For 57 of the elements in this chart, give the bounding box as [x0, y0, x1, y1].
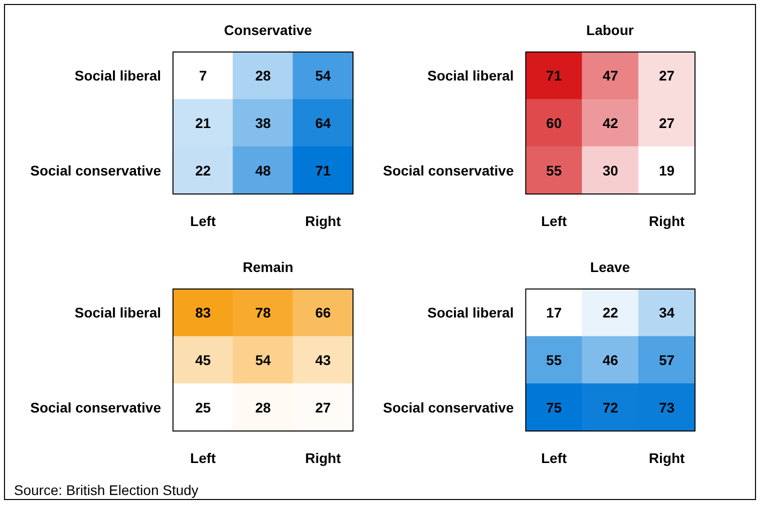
data-label: 21: [195, 115, 211, 131]
data-label: 55: [546, 352, 562, 368]
data-label: 75: [546, 399, 562, 416]
data-label: 71: [546, 68, 562, 84]
x-tick-label: Left: [541, 450, 568, 466]
data-label: 27: [315, 399, 331, 416]
data-label: 28: [255, 68, 271, 84]
data-label: 47: [602, 68, 618, 84]
x-tick-label: Left: [190, 213, 216, 229]
data-label: 46: [602, 352, 618, 368]
data-label: 55: [546, 162, 562, 178]
data-label: 42: [602, 115, 618, 131]
y-tick-label: Social liberal: [427, 68, 514, 84]
chart-title: Remain: [242, 259, 294, 275]
data-label: 71: [315, 162, 331, 178]
data-label: 28: [255, 399, 271, 416]
data-label: 30: [602, 162, 618, 178]
data-label: 83: [195, 304, 211, 321]
data-label: 72: [602, 399, 618, 416]
data-label: 54: [315, 68, 331, 84]
x-tick-label: Left: [190, 450, 216, 466]
data-label: 25: [195, 399, 211, 416]
data-label: 60: [546, 115, 562, 131]
data-label: 73: [659, 399, 675, 416]
data-label: 17: [546, 304, 562, 321]
data-label: 27: [659, 68, 675, 84]
data-label: 27: [659, 115, 675, 131]
data-label: 64: [315, 115, 331, 131]
source-note: Source: British Election Study: [14, 482, 198, 498]
y-tick-label: Social liberal: [74, 304, 161, 321]
data-label: 54: [255, 352, 271, 368]
x-tick-label: Right: [305, 213, 342, 229]
y-tick-label: Social conservative: [382, 162, 514, 178]
x-tick-label: Right: [648, 213, 686, 229]
x-tick-label: Right: [648, 450, 686, 466]
x-tick-label: Right: [305, 450, 342, 466]
y-tick-label: Social conservative: [30, 399, 162, 416]
data-label: 22: [602, 304, 618, 321]
data-label: 57: [659, 352, 675, 368]
data-label: 66: [315, 304, 331, 321]
chart-title: Leave: [590, 259, 630, 275]
data-label: 34: [659, 304, 675, 321]
y-tick-label: Social conservative: [382, 399, 514, 416]
y-tick-label: Social liberal: [74, 68, 161, 84]
data-label: 22: [195, 162, 211, 178]
data-label: 78: [255, 304, 271, 321]
x-tick-label: Left: [541, 213, 568, 229]
data-label: 43: [315, 352, 331, 368]
y-tick-label: Social conservative: [30, 162, 162, 178]
data-label: 48: [255, 162, 271, 178]
data-label: 38: [255, 115, 271, 131]
data-label: 45: [195, 352, 211, 368]
chart-title: Labour: [586, 22, 634, 38]
data-label: 7: [199, 68, 208, 84]
data-label: 19: [659, 162, 675, 178]
chart-title: Conservative: [224, 22, 312, 38]
y-tick-label: Social liberal: [427, 304, 514, 321]
